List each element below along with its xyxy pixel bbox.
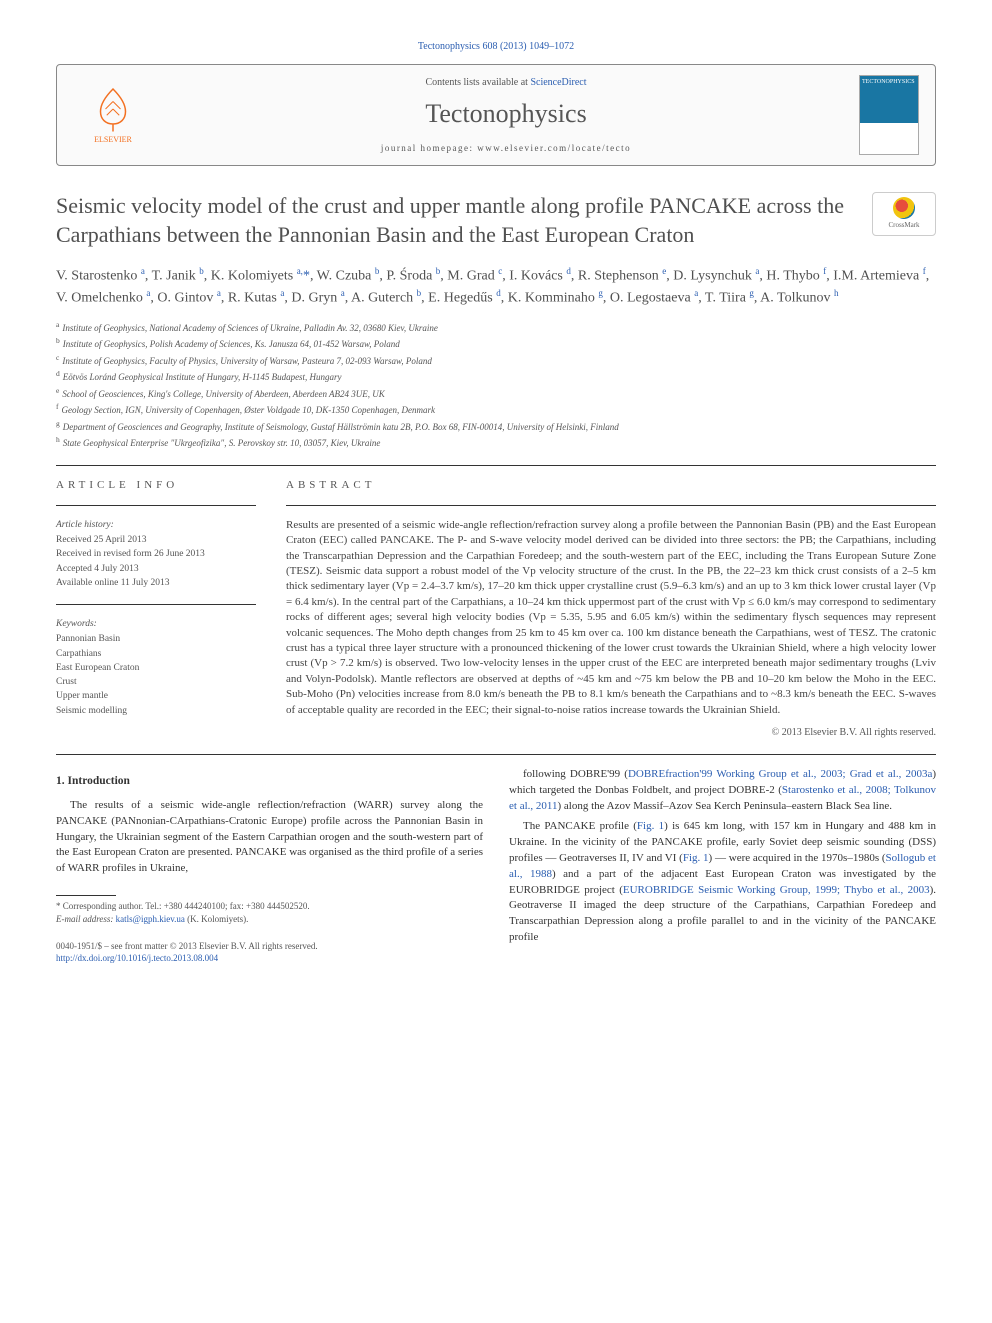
corresponding-author-footnote: * Corresponding author. Tel.: +380 44424…	[56, 900, 483, 925]
p2a: following DOBRE'99 (	[523, 768, 628, 780]
affiliations: aInstitute of Geophysics, National Acade…	[56, 319, 936, 451]
journal-homepage: journal homepage: www.elsevier.com/locat…	[153, 142, 859, 155]
contents-line: Contents lists available at ScienceDirec…	[153, 76, 859, 90]
footer-block: 0040-1951/$ – see front matter © 2013 El…	[56, 940, 483, 965]
ref-fig1[interactable]: Fig. 1	[637, 820, 664, 832]
email-label: E-mail address:	[56, 914, 116, 924]
cover-label: TECTONOPHYSICS	[862, 79, 915, 85]
journal-header: ELSEVIER Contents lists available at Sci…	[56, 64, 936, 166]
info-rule	[56, 505, 256, 506]
article-info-head: ARTICLE INFO	[56, 478, 256, 493]
article-history: Article history: Received 25 April 2013R…	[56, 518, 256, 590]
history-label: Article history:	[56, 518, 256, 532]
ref-fig1b[interactable]: Fig. 1	[683, 852, 709, 864]
p2c: ) along the Azov Massif–Azov Sea Kerch P…	[557, 800, 892, 812]
elsevier-tree-icon	[88, 84, 138, 134]
email-name: (K. Kolomiyets).	[185, 914, 249, 924]
top-rule	[56, 465, 936, 466]
email-link[interactable]: katls@igph.kiev.ua	[116, 914, 185, 924]
p3c: ) — were acquired in the 1970s–1980s (	[709, 852, 886, 864]
info-abstract-row: ARTICLE INFO Article history: Received 2…	[56, 478, 936, 740]
crossmark-icon	[893, 197, 915, 219]
section-1-head: 1. Introduction	[56, 773, 483, 790]
article-info-column: ARTICLE INFO Article history: Received 2…	[56, 478, 256, 740]
abstract-column: ABSTRACT Results are presented of a seis…	[286, 478, 936, 740]
journal-name: Tectonophysics	[153, 96, 859, 132]
abstract-head: ABSTRACT	[286, 478, 936, 493]
contents-pre: Contents lists available at	[425, 77, 530, 88]
ref-dobre99[interactable]: DOBREfraction'99 Working Group et al., 2…	[628, 768, 932, 780]
ref-eurobridge[interactable]: EUROBRIDGE Seismic Working Group, 1999; …	[623, 884, 930, 896]
bottom-rule	[56, 754, 936, 755]
keywords-label: Keywords:	[56, 617, 256, 631]
title-row: Seismic velocity model of the crust and …	[56, 192, 936, 265]
header-center: Contents lists available at ScienceDirec…	[153, 76, 859, 155]
footer-copyright: 0040-1951/$ – see front matter © 2013 El…	[56, 940, 483, 953]
elsevier-logo: ELSEVIER	[73, 75, 153, 155]
footnote-star: * Corresponding author. Tel.: +380 44424…	[56, 900, 483, 913]
crossmark-badge[interactable]: CrossMark	[872, 192, 936, 236]
keywords-rule	[56, 604, 256, 605]
abstract-copyright: © 2013 Elsevier B.V. All rights reserved…	[286, 726, 936, 740]
elsevier-wordmark: ELSEVIER	[94, 134, 132, 145]
journal-cover-thumb: TECTONOPHYSICS	[859, 75, 919, 155]
journal-reference: Tectonophysics 608 (2013) 1049–1072	[56, 40, 936, 54]
footnote-email: E-mail address: katls@igph.kiev.ua (K. K…	[56, 913, 483, 926]
doi-link[interactable]: http://dx.doi.org/10.1016/j.tecto.2013.0…	[56, 952, 483, 965]
crossmark-label: CrossMark	[888, 221, 919, 231]
p3a: The PANCAKE profile (	[523, 820, 637, 832]
intro-p2: following DOBRE'99 (DOBREfraction'99 Wor…	[509, 767, 936, 815]
sciencedirect-link[interactable]: ScienceDirect	[530, 77, 586, 88]
intro-p3: The PANCAKE profile (Fig. 1) is 645 km l…	[509, 819, 936, 947]
abstract-text: Results are presented of a seismic wide-…	[286, 518, 936, 718]
abstract-rule	[286, 505, 936, 506]
intro-p1: The results of a seismic wide-angle refl…	[56, 798, 483, 878]
authors: V. Starostenko a, T. Janik b, K. Kolomiy…	[56, 265, 936, 308]
footnote-rule	[56, 895, 116, 896]
article-title: Seismic velocity model of the crust and …	[56, 192, 856, 249]
keywords-block: Keywords: Pannonian BasinCarpathiansEast…	[56, 617, 256, 718]
body-columns: 1. Introduction The results of a seismic…	[56, 767, 936, 965]
